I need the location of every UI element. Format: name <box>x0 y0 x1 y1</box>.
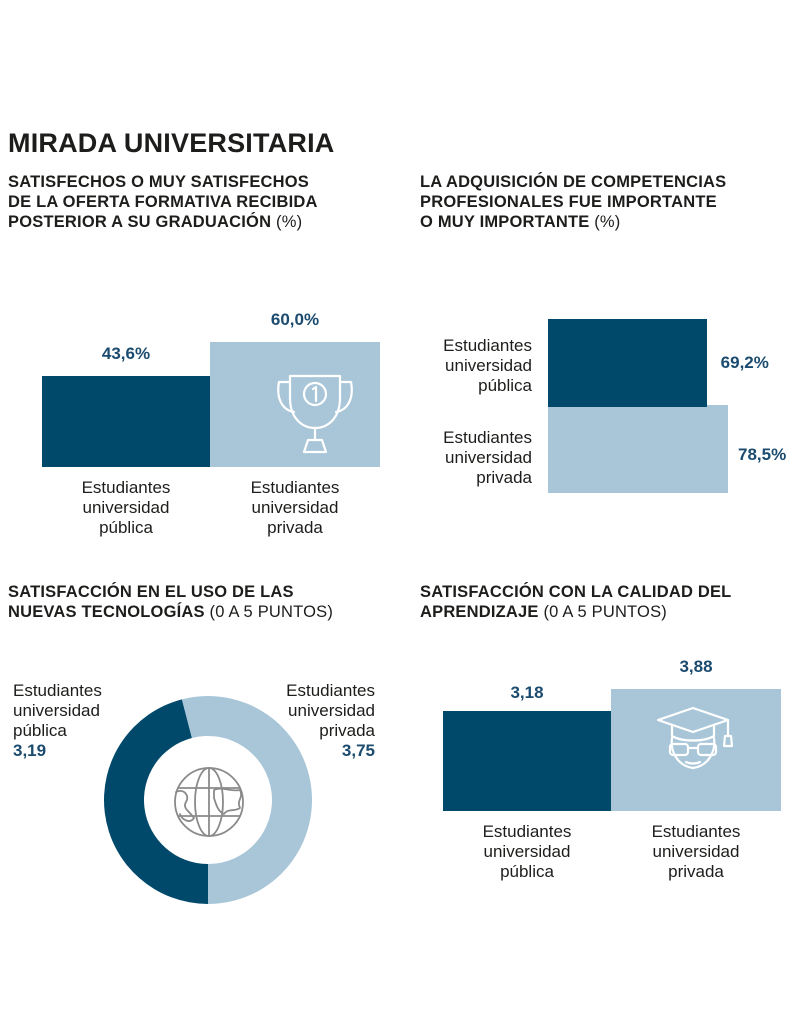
chart-4-title-line-1: SATISFACCIÓN CON LA CALIDAD DEL <box>420 583 732 601</box>
chart-3-value-publica: 3,19 <box>13 741 47 760</box>
chart-3-label-publica-line-1: Estudiantes <box>13 681 102 700</box>
chart-2-value-privada: 78,5% <box>738 445 787 464</box>
chart-1-title-line-2: DE LA OFERTA FORMATIVA RECIBIDA <box>8 193 318 211</box>
chart-2-label-privada-line-3: privada <box>476 468 532 487</box>
chart-1-unit: (%) <box>276 213 303 231</box>
chart-4-label-privada-line-3: privada <box>668 862 724 881</box>
chart-3-label-publica: Estudiantes universidad pública 3,19 <box>13 681 102 761</box>
chart-3-title: SATISFACCIÓN EN EL USO DE LAS NUEVAS TEC… <box>8 582 333 622</box>
chart-1-label-publica: Estudiantes universidad pública <box>42 478 210 538</box>
chart-4-unit: (0 A 5 PUNTOS) <box>543 603 667 621</box>
chart-1-label-privada-line-3: privada <box>267 518 323 537</box>
chart-3-slice-publica <box>103 699 208 904</box>
chart-4-label-publica: Estudiantes universidad pública <box>443 822 611 882</box>
chart-3-label-publica-line-3: pública <box>13 721 67 740</box>
chart-4-value-privada: 3,88 <box>679 657 713 676</box>
chart-4-title-line-2: APRENDIZAJE <box>420 603 539 621</box>
chart-1-bar-privada <box>210 342 380 467</box>
chart-3-label-privada-line-1: Estudiantes <box>286 681 375 700</box>
chart-1-value-publica: 43,6% <box>101 344 151 364</box>
chart-1-label-publica-line-2: universidad <box>82 498 170 517</box>
chart-1-label-privada: Estudiantes universidad privada <box>210 478 380 538</box>
chart-2-title-line-2: PROFESIONALES FUE IMPORTANTE <box>420 193 717 211</box>
chart-1-label-privada-line-2: universidad <box>251 498 339 517</box>
chart-4-label-privada-line-2: universidad <box>652 842 740 861</box>
chart-2-value-publica: 69,2% <box>720 353 769 372</box>
chart-1-label-publica-line-1: Estudiantes <box>81 478 171 497</box>
chart-1-title-line-3: POSTERIOR A SU GRADUACIÓN <box>8 213 272 231</box>
page-title: MIRADA UNIVERSITARIA <box>8 128 335 158</box>
chart-4-label-privada: Estudiantes universidad privada <box>611 822 781 882</box>
chart-3-slice-privada <box>181 696 312 904</box>
chart-3-label-privada: Estudiantes universidad privada 3,75 <box>240 681 375 761</box>
chart-1-label-publica-line-3: pública <box>99 518 153 537</box>
globe-icon <box>174 767 244 837</box>
chart-2-label-privada-line-2: universidad <box>445 448 532 467</box>
chart-2-label-privada: Estudiantes universidad privada <box>400 428 532 488</box>
chart-2-bar-privada <box>548 405 728 493</box>
chart-4-value-publica: 3,18 <box>510 683 544 702</box>
chart-4-label-publica-line-1: Estudiantes <box>482 822 572 841</box>
chart-4-bar-publica <box>443 711 611 811</box>
chart-4-label-publica-line-2: universidad <box>483 842 571 861</box>
chart-2-title: LA ADQUISICIÓN DE COMPETENCIAS PROFESION… <box>420 172 726 232</box>
chart-1-title-line-1: SATISFECHOS O MUY SATISFECHOS <box>8 173 309 191</box>
chart-3-unit: (0 A 5 PUNTOS) <box>209 603 334 621</box>
chart-2-unit: (%) <box>594 213 621 231</box>
chart-2-label-publica-line-2: universidad <box>445 356 532 375</box>
chart-3-label-publica-line-2: universidad <box>13 701 100 720</box>
chart-4-label-publica-line-3: pública <box>500 862 554 881</box>
chart-2-label-publica: Estudiantes universidad pública <box>400 336 532 396</box>
chart-2-title-line-1: LA ADQUISICIÓN DE COMPETENCIAS <box>420 173 727 191</box>
chart-1-value-privada: 60,0% <box>270 310 320 329</box>
graduate-icon <box>656 706 734 770</box>
chart-2-title-line-3: O MUY IMPORTANTE <box>420 213 590 231</box>
chart-1-label-privada-line-1: Estudiantes <box>250 478 340 497</box>
chart-4-title: SATISFACCIÓN CON LA CALIDAD DEL APRENDIZ… <box>420 582 731 622</box>
chart-2-label-privada-line-1: Estudiantes <box>443 428 532 447</box>
chart-2-bar-publica <box>548 319 707 407</box>
trophy-icon <box>277 374 353 454</box>
chart-2-label-publica-line-1: Estudiantes <box>443 336 532 355</box>
chart-3-title-line-1: SATISFACCIÓN EN EL USO DE LAS <box>8 583 294 601</box>
chart-3-title-line-2: NUEVAS TECNOLOGÍAS <box>8 603 205 621</box>
chart-1-title: SATISFECHOS O MUY SATISFECHOS DE LA OFER… <box>8 172 318 232</box>
chart-3-label-privada-line-2: universidad <box>288 701 375 720</box>
chart-4-label-privada-line-1: Estudiantes <box>651 822 741 841</box>
chart-1-bar-publica <box>42 376 210 467</box>
chart-3-value-privada: 3,75 <box>341 741 375 760</box>
chart-3-label-privada-line-3: privada <box>319 721 375 740</box>
chart-2-label-publica-line-3: pública <box>478 376 532 395</box>
